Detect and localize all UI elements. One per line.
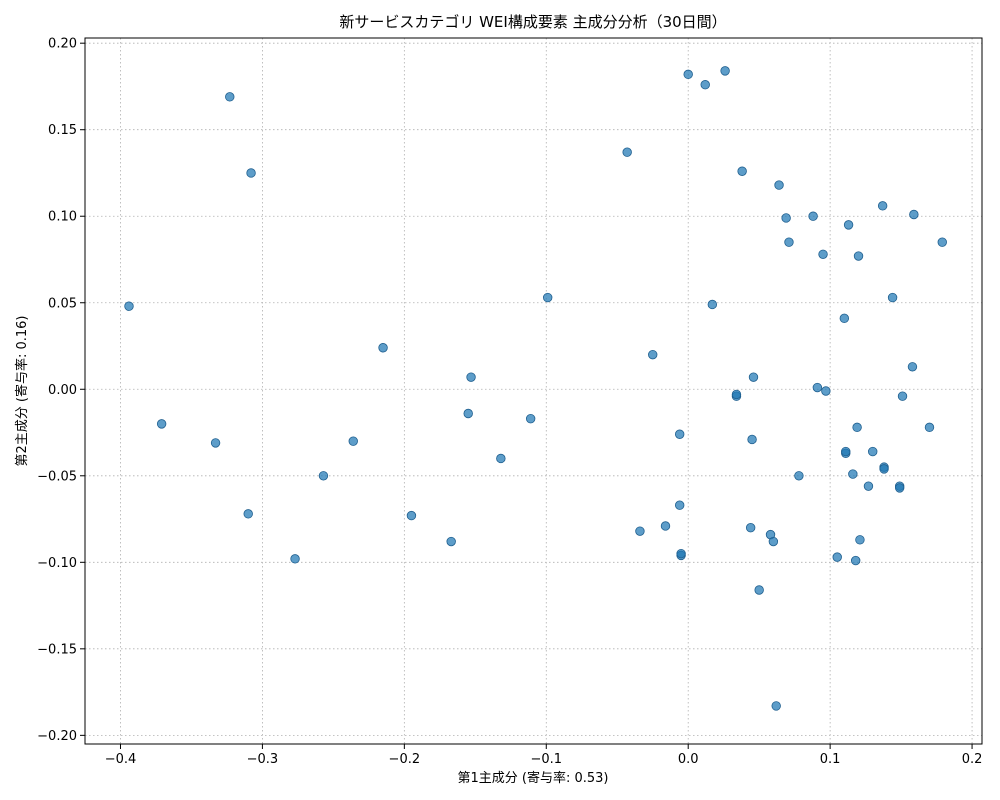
scatter-point xyxy=(877,201,888,211)
scatter-point xyxy=(246,168,256,178)
scatter-point xyxy=(821,386,831,396)
scatter-point xyxy=(660,521,671,531)
scatter-point xyxy=(707,299,718,310)
scatter-point xyxy=(841,446,851,457)
scatter-point xyxy=(720,66,730,76)
chart-title: 新サービスカテゴリ WEI構成要素 主成分分析（30日間） xyxy=(339,13,726,31)
scatter-point xyxy=(747,434,757,445)
scatter-point xyxy=(754,585,764,595)
scatter-point xyxy=(210,438,221,448)
x-tick-label: −0.1 xyxy=(530,752,562,767)
scatter-point xyxy=(879,464,889,474)
x-tick-label: −0.2 xyxy=(389,752,421,767)
scatter-point xyxy=(894,483,905,493)
scatter-point xyxy=(863,481,874,491)
scatter-point xyxy=(808,211,818,221)
scatter-point xyxy=(818,249,828,259)
scatter-point xyxy=(848,469,858,479)
scatter-point xyxy=(771,701,781,711)
y-axis-label: 第2主成分 (寄与率: 0.16) xyxy=(14,315,30,466)
scatter-point xyxy=(907,362,918,372)
scatter-point xyxy=(774,180,784,190)
y-tick-label: 0.00 xyxy=(48,383,77,398)
scatter-point xyxy=(794,471,804,481)
scatter-point xyxy=(924,422,935,433)
y-tick-label: −0.20 xyxy=(37,729,77,744)
scatter-point xyxy=(909,209,919,220)
scatter-point xyxy=(683,69,693,80)
scatter-point xyxy=(937,237,947,247)
y-axis: −0.20 −0.15 −0.10 −0.05 0.00 0.05 0.10 0.15 0.20 xyxy=(37,37,85,744)
scatter-point xyxy=(674,500,685,510)
scatter-point xyxy=(850,555,861,566)
data-points xyxy=(124,66,947,711)
y-tick-label: −0.10 xyxy=(37,556,77,571)
scatter-point xyxy=(446,536,456,547)
x-tick-label: −0.4 xyxy=(105,752,137,767)
x-tick-label: −0.3 xyxy=(247,752,279,767)
scatter-point xyxy=(855,535,865,545)
scatter-point xyxy=(812,382,823,393)
x-tick-label: 0.2 xyxy=(962,752,983,767)
scatter-point xyxy=(635,526,645,536)
y-tick-label: 0.10 xyxy=(48,210,77,225)
x-axis: −0.4 −0.3 −0.2 −0.1 0.0 0.1 0.2 xyxy=(105,744,983,767)
scatter-point xyxy=(156,419,167,429)
x-tick-label: 0.1 xyxy=(820,752,841,767)
scatter-point xyxy=(839,313,850,324)
y-tick-label: 0.20 xyxy=(48,37,77,52)
scatter-point xyxy=(496,453,506,464)
scatter-point xyxy=(784,237,794,247)
x-tick-label: 0.0 xyxy=(678,752,699,767)
scatter-point xyxy=(378,343,388,353)
scatter-point xyxy=(843,220,854,230)
scatter-point xyxy=(731,389,742,400)
plot-frame xyxy=(84,37,983,745)
scatter-point xyxy=(348,436,358,446)
scatter-point xyxy=(290,554,300,564)
scatter-point xyxy=(648,349,658,360)
scatter-point xyxy=(737,166,747,176)
scatter-point xyxy=(318,471,329,481)
y-tick-label: −0.15 xyxy=(37,642,77,657)
scatter-point xyxy=(406,510,417,521)
scatter-point xyxy=(243,509,253,519)
scatter-point xyxy=(852,422,862,433)
scatter-point xyxy=(622,147,632,157)
scatter-point xyxy=(700,80,710,90)
scatter-point xyxy=(887,292,898,303)
scatter-point xyxy=(225,92,235,102)
scatter-point xyxy=(466,372,476,382)
scatter-point xyxy=(832,552,842,562)
scatter-point xyxy=(124,301,134,311)
scatter-point xyxy=(853,251,864,261)
scatter-point xyxy=(676,548,686,559)
y-tick-label: 0.15 xyxy=(48,123,77,138)
scatter-point xyxy=(542,292,553,303)
scatter-point xyxy=(525,413,536,424)
scatter-point xyxy=(748,372,759,382)
grid xyxy=(85,38,982,744)
scatter-point xyxy=(868,446,878,457)
y-tick-label: −0.05 xyxy=(37,469,77,484)
scatter-point xyxy=(745,523,756,533)
scatter-point xyxy=(674,429,685,439)
scatter-point xyxy=(768,536,779,547)
scatter-point xyxy=(781,213,791,223)
scatter-point xyxy=(463,408,473,419)
scatter-point xyxy=(897,391,908,401)
x-axis-label: 第1主成分 (寄与率: 0.53) xyxy=(457,770,608,786)
y-tick-label: 0.05 xyxy=(48,296,77,311)
